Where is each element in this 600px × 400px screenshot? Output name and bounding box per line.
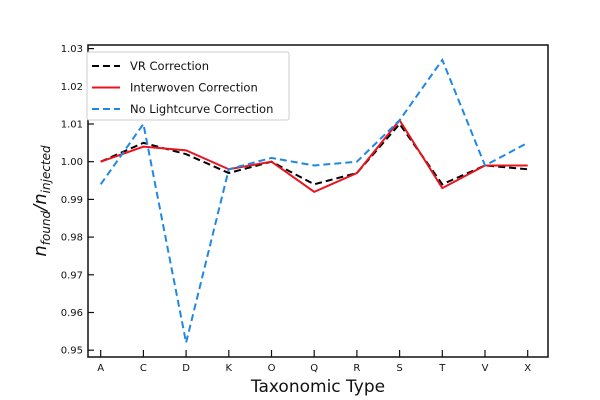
plot-frame xyxy=(87,44,549,358)
y-tick-label: 0.98 xyxy=(61,233,83,244)
x-tick-label: S xyxy=(396,363,402,374)
y-axis-label: nfound/ninjected xyxy=(30,145,53,257)
x-tick-label: Q xyxy=(310,363,318,374)
x-tick-label: T xyxy=(438,363,446,374)
y-tick-label: 1.02 xyxy=(61,82,83,93)
x-tick-label: V xyxy=(482,363,489,374)
x-tick-label: K xyxy=(226,363,233,374)
y-tick-label: 0.95 xyxy=(61,346,83,357)
legend-label: VR Correction xyxy=(130,59,209,73)
y-tick-label: 1.03 xyxy=(61,44,83,55)
y-tick-label: 0.96 xyxy=(61,308,83,319)
x-tick-label: X xyxy=(524,363,531,374)
x-tick-label: C xyxy=(140,363,147,374)
x-axis-label: Taxonomic Type xyxy=(250,377,385,397)
y-tick-label: 0.97 xyxy=(61,270,83,281)
x-tick-label: R xyxy=(353,363,360,374)
legend-label: No Lightcurve Correction xyxy=(130,102,273,116)
legend-label: Interwoven Correction xyxy=(130,81,258,95)
x-tick-label: A xyxy=(97,363,104,374)
y-tick-label: 0.99 xyxy=(61,195,83,206)
series-line-0 xyxy=(100,122,528,186)
x-tick-label: O xyxy=(268,363,276,374)
x-tick-label: D xyxy=(182,363,190,374)
series-line-1 xyxy=(100,118,528,194)
legend: VR Correction Interwoven Correction No Lig… xyxy=(86,51,290,121)
y-tick-label: 1.01 xyxy=(61,120,83,131)
y-tick-label: 1.00 xyxy=(61,157,83,168)
